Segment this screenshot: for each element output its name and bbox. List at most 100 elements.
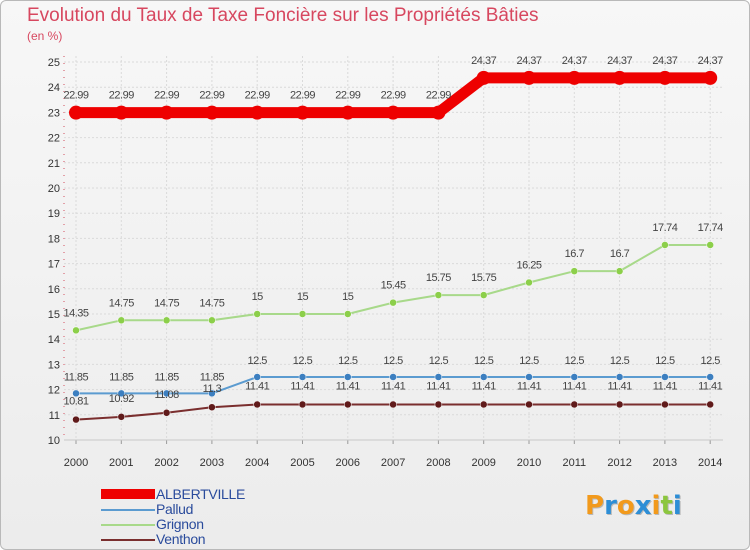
data-label-albertville: 24.37 — [698, 55, 723, 67]
data-label-venthon: 11.41 — [472, 380, 497, 392]
data-label-venthon: 11.41 — [290, 380, 315, 392]
data-label-pallud: 12.5 — [610, 355, 630, 367]
data-point-grignon — [208, 316, 216, 325]
data-point-albertville — [567, 70, 582, 85]
data-label-grignon: 16.25 — [516, 260, 541, 272]
y-axis-unit: (en %) — [27, 29, 63, 43]
y-tick-label: 11 — [49, 410, 60, 422]
data-point-grignon — [615, 267, 624, 275]
data-label-pallud: 12.5 — [474, 355, 494, 367]
x-tick-label: 2012 — [607, 457, 631, 469]
data-label-venthon: 11.3 — [203, 383, 222, 395]
legend-swatch-pallud — [101, 509, 155, 511]
data-label-pallud: 12.5 — [429, 355, 449, 367]
data-point-pallud — [162, 389, 171, 398]
legend-label-albertville: ALBERTVILLE — [156, 486, 246, 502]
data-label-grignon: 17.74 — [698, 222, 723, 234]
data-label-albertville: 22.99 — [199, 90, 224, 102]
logo-letter: i — [651, 491, 661, 521]
data-point-venthon — [389, 400, 397, 409]
data-point-venthon — [661, 400, 669, 409]
y-tick-label: 23 — [48, 107, 60, 119]
data-label-grignon: 15.75 — [471, 272, 496, 284]
data-point-venthon — [570, 400, 579, 409]
data-point-albertville — [612, 70, 627, 85]
data-point-albertville — [657, 70, 672, 85]
data-point-albertville — [431, 105, 446, 120]
data-point-pallud — [208, 389, 216, 398]
x-tick-label: 2006 — [336, 457, 360, 469]
x-tick-label: 2005 — [290, 457, 314, 469]
data-point-grignon — [344, 310, 352, 318]
x-tick-label: 2014 — [698, 457, 722, 469]
data-point-venthon — [208, 403, 216, 411]
data-point-albertville — [522, 70, 536, 85]
data-label-albertville: 24.37 — [471, 55, 496, 67]
y-tick-label: 12 — [48, 385, 60, 397]
y-tick-label: 21 — [48, 158, 60, 170]
data-label-venthon: 11.08 — [154, 389, 179, 401]
data-point-venthon — [298, 400, 307, 409]
y-tick-label: 16 — [48, 284, 60, 296]
data-point-albertville — [159, 105, 174, 120]
data-label-albertville: 24.37 — [562, 55, 587, 67]
gridlines — [64, 56, 723, 441]
data-point-albertville — [250, 105, 265, 120]
data-point-pallud — [615, 373, 624, 381]
legend-label-pallud: Pallud — [156, 501, 194, 517]
data-point-pallud — [253, 373, 261, 381]
data-label-grignon: 16.7 — [610, 248, 630, 260]
data-label-albertville: 22.99 — [109, 90, 134, 102]
axes: 10 11 12 13 14 15 16 17 18 19 20 21 22 23 24 25 2000 2001… — [48, 56, 723, 469]
data-label-albertville: 24.37 — [607, 55, 632, 67]
series-albertville — [69, 70, 718, 120]
data-point-venthon — [72, 415, 80, 424]
data-label-pallud: 11.85 — [200, 371, 225, 383]
data-label-grignon: 14.35 — [63, 307, 88, 319]
data-label-pallud: 12.5 — [247, 355, 267, 367]
logo-letter: x — [634, 491, 652, 521]
data-label-grignon: 15 — [342, 291, 354, 303]
x-tick-label: 2013 — [653, 457, 677, 469]
data-point-venthon — [117, 413, 126, 421]
y-tick-label: 18 — [48, 233, 60, 245]
y-tick-label: 10 — [48, 435, 60, 447]
data-point-albertville — [114, 105, 129, 120]
x-tick-label: 2007 — [381, 457, 405, 469]
data-label-albertville: 22.99 — [290, 90, 315, 102]
data-label-pallud: 12.5 — [519, 355, 539, 367]
chart-title: Evolution du Taux de Taxe Foncière sur l… — [27, 5, 539, 26]
data-point-pallud — [570, 373, 579, 381]
data-point-albertville — [204, 105, 219, 120]
data-label-grignon: 16.7 — [565, 248, 585, 260]
data-label-venthon: 10.92 — [109, 393, 134, 405]
data-label-venthon: 11.41 — [245, 380, 270, 392]
series-grignon — [72, 241, 714, 335]
x-tick-label: 2002 — [154, 457, 178, 469]
data-point-grignon — [525, 278, 533, 287]
data-point-grignon — [253, 310, 261, 318]
y-tick-label: 22 — [48, 133, 60, 145]
data-point-pallud — [706, 373, 714, 381]
y-tick-label: 13 — [48, 359, 60, 371]
legend-swatch-venthon — [101, 539, 155, 541]
data-label-albertville: 24.37 — [516, 55, 541, 67]
data-label-albertville: 22.99 — [245, 90, 270, 102]
data-label-grignon: 14.75 — [109, 297, 134, 309]
data-label-venthon: 11.41 — [562, 380, 587, 392]
x-tick-label: 2004 — [245, 457, 269, 469]
data-point-grignon — [117, 316, 126, 325]
data-point-grignon — [479, 291, 488, 299]
data-label-venthon: 11.41 — [381, 380, 406, 392]
data-label-pallud: 12.5 — [565, 355, 585, 367]
data-label-venthon: 11.41 — [426, 380, 451, 392]
logo-letter: P — [585, 491, 605, 521]
y-tick-label: 20 — [48, 183, 60, 195]
data-label-albertville: 22.99 — [335, 90, 360, 102]
data-point-grignon — [661, 241, 669, 249]
x-tick-label: 2000 — [64, 457, 88, 469]
data-label-grignon: 15 — [252, 291, 264, 303]
y-tick-label: 19 — [48, 208, 60, 220]
data-point-albertville — [703, 70, 718, 85]
legend-label-venthon: Venthon — [156, 531, 206, 547]
